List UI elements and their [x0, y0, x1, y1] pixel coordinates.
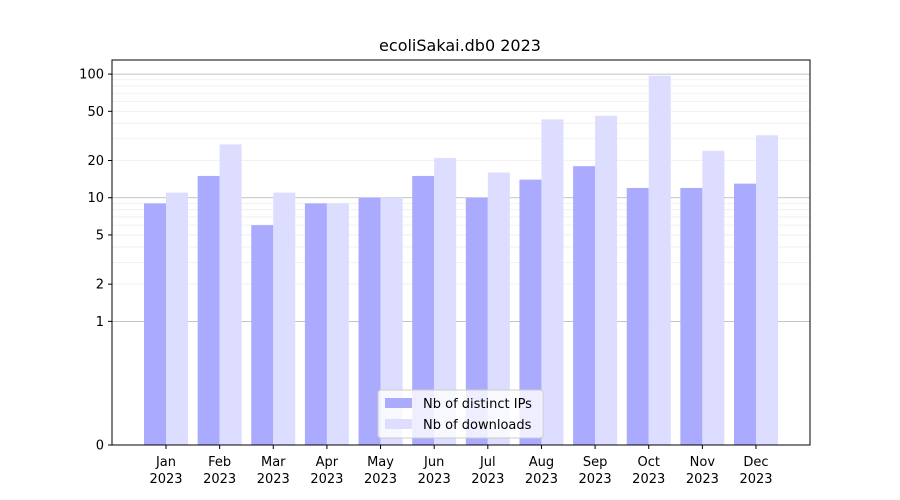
bar-distinct-ips [626, 187, 649, 445]
bar-distinct-ips [465, 197, 488, 445]
x-tick-sublabel: 2023 [364, 472, 397, 487]
bar-downloads [487, 172, 510, 446]
x-tick-label: Apr [316, 455, 339, 470]
x-tick-label: Mar [261, 455, 286, 470]
legend-label: Nb of distinct IPs [423, 397, 532, 412]
x-tick-sublabel: 2023 [579, 472, 612, 487]
x-tick-label: Oct [637, 455, 659, 470]
x-tick-sublabel: 2023 [525, 472, 558, 487]
y-axis: 0 1 2 5 10 20 50 100 [79, 68, 112, 454]
bar-distinct-ips [358, 197, 381, 445]
y-tick-label: 10 [87, 191, 104, 206]
y-tick-label: 50 [87, 105, 104, 120]
bar-downloads [595, 115, 618, 446]
x-tick-label: Jun [423, 455, 444, 470]
y-tick-label: 2 [96, 278, 104, 293]
bar-downloads [326, 203, 349, 445]
legend-box [377, 389, 544, 439]
y-tick-label: 20 [87, 154, 104, 169]
x-tick-label: Jan [155, 455, 176, 470]
x-tick-sublabel: 2023 [739, 472, 772, 487]
x-tick-label: Dec [743, 455, 768, 470]
x-tick-sublabel: 2023 [257, 472, 290, 487]
legend-swatch [385, 419, 412, 429]
bar-distinct-ips [304, 203, 327, 445]
bar-downloads [219, 144, 242, 445]
x-tick-label: Feb [208, 455, 231, 470]
y-tick-label: 0 [96, 439, 104, 454]
bar-distinct-ips [519, 179, 542, 446]
bar-downloads [702, 150, 725, 445]
x-tick-sublabel: 2023 [418, 472, 451, 487]
x-tick-label: Nov [690, 455, 716, 470]
x-tick-sublabel: 2023 [149, 472, 182, 487]
bar-distinct-ips [144, 203, 166, 445]
x-tick-label: Jul [479, 455, 496, 470]
x-tick-sublabel: 2023 [310, 472, 343, 487]
plot-frame [111, 59, 811, 446]
bar-distinct-ips [251, 225, 274, 445]
bar-distinct-ips [412, 175, 435, 445]
bar-downloads [273, 192, 296, 445]
x-tick-sublabel: 2023 [471, 472, 504, 487]
x-axis: Jan 2023 Feb 2023 Mar 2023 Apr 2023 May 2023 Jun 20… [149, 445, 773, 487]
bar-downloads [756, 135, 778, 445]
legend-label: Nb of downloads [423, 418, 532, 433]
x-tick-sublabel: 2023 [632, 472, 665, 487]
chart-title: ecoliSakai.db0 2023 [379, 36, 541, 55]
bar-downloads [434, 157, 457, 446]
y-tick-label: 1 [96, 315, 104, 330]
bar-downloads [648, 75, 671, 445]
bar-distinct-ips [197, 175, 220, 445]
bar-distinct-ips [573, 166, 596, 445]
bar-downloads [166, 192, 188, 445]
bars [144, 75, 778, 446]
x-tick-sublabel: 2023 [203, 472, 236, 487]
legend-swatch [385, 398, 412, 408]
bar-distinct-ips [734, 183, 756, 445]
x-tick-label: May [367, 455, 394, 470]
x-tick-sublabel: 2023 [686, 472, 719, 487]
legend: Nb of distinct IPs Nb of downloads [377, 389, 544, 439]
y-tick-label: 5 [96, 228, 104, 243]
x-tick-label: Aug [529, 455, 554, 470]
bar-downloads [541, 119, 564, 445]
bar-downloads [380, 197, 403, 445]
bar-distinct-ips [680, 187, 703, 445]
y-tick-label: 100 [79, 68, 104, 83]
x-tick-label: Sep [583, 455, 608, 470]
